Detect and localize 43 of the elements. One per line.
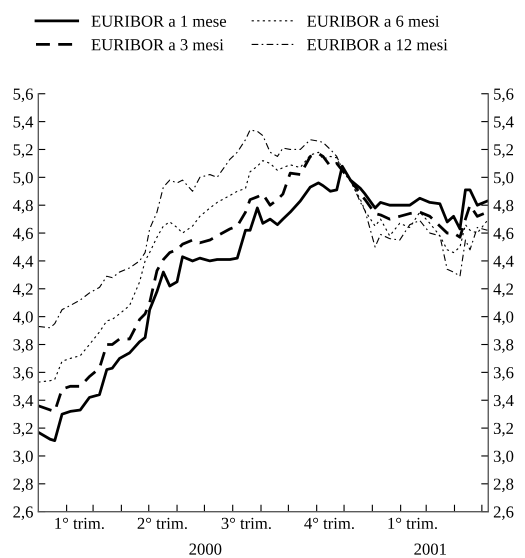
y-tick-label: 3,2 bbox=[13, 422, 33, 436]
y2-tick-label: 2,8 bbox=[494, 478, 514, 492]
y2-tick-label: 3,6 bbox=[494, 367, 514, 381]
y-tick-label: 3,4 bbox=[13, 394, 34, 409]
y-tick-label: 5,4 bbox=[14, 116, 34, 130]
text: 2000 bbox=[189, 544, 222, 555]
x-tick-label: 4° trim. bbox=[304, 518, 354, 530]
y2-tick-label: 3,2 bbox=[494, 422, 514, 436]
y2-tick-label: 2,6 bbox=[494, 506, 514, 520]
y-tick-label: 4,4 bbox=[12, 256, 34, 270]
y-tick-label: 4,8 bbox=[12, 200, 33, 214]
x-tick-label: 1° trim. bbox=[388, 518, 437, 530]
legend-label: EURIBOR a 3 mesi bbox=[91, 39, 224, 50]
y-tick-label: 4,2 bbox=[12, 284, 33, 298]
y-tick-label: 4,0 bbox=[12, 311, 33, 325]
y2-tick-label: 3,4 bbox=[494, 394, 514, 409]
legend-label: EURIBOR a 12 mesi bbox=[307, 39, 448, 50]
legend-label: EURIBOR a 6 mesi bbox=[307, 16, 440, 27]
y-tick-label: 2,6 bbox=[13, 506, 33, 520]
y-tick-label: 2,8 bbox=[13, 478, 33, 492]
y-tick-label: 3,0 bbox=[13, 450, 33, 464]
y-tick-label: 5,2 bbox=[14, 144, 33, 158]
y-tick-label: 5,0 bbox=[14, 172, 33, 186]
y2-tick-label: 3,8 bbox=[494, 339, 514, 353]
text: 2001 bbox=[414, 544, 446, 555]
y2-tick-label: 5,4 bbox=[494, 116, 514, 130]
x-tick-label: 1° trim. bbox=[55, 518, 104, 530]
y2-tick-label: 5,0 bbox=[494, 172, 514, 186]
y2-tick-label: 4,0 bbox=[493, 311, 514, 325]
y2-tick-label: 4,2 bbox=[493, 284, 514, 298]
legend-label: EURIBOR a 1 mese bbox=[91, 16, 226, 27]
y2-tick-label: 5,6 bbox=[494, 88, 514, 102]
x-tick-label: 2° trim. bbox=[138, 518, 187, 530]
y2-tick-label: 5,2 bbox=[494, 144, 514, 158]
y2-tick-label: 4,6 bbox=[493, 228, 514, 242]
y2-tick-label: 4,8 bbox=[493, 200, 514, 214]
x-tick-label: 3° trim. bbox=[222, 518, 271, 530]
y2-tick-label: 4,4 bbox=[493, 256, 514, 270]
y-tick-label: 5,6 bbox=[14, 88, 33, 102]
y-tick-label: 4,6 bbox=[12, 228, 33, 242]
y2-tick-label: 3,0 bbox=[494, 450, 514, 464]
y-tick-label: 3,6 bbox=[13, 367, 33, 381]
y-tick-label: 3,8 bbox=[13, 339, 33, 353]
